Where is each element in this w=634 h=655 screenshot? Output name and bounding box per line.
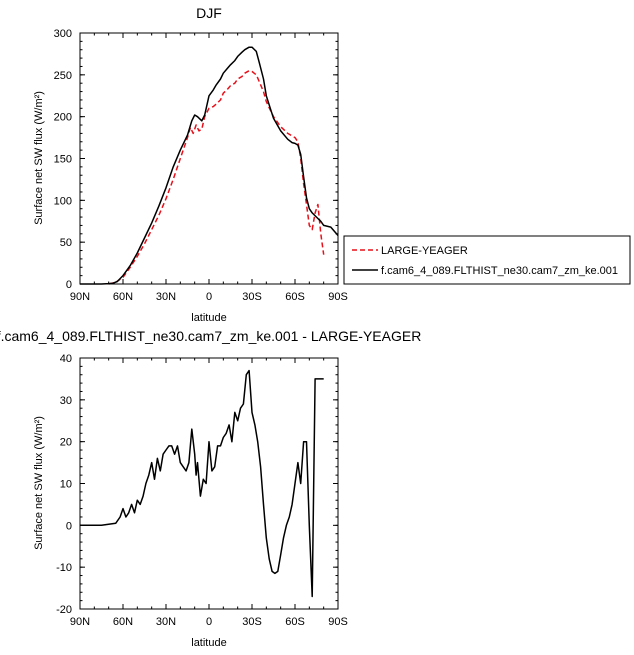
top-chart-plot-frame: [79, 32, 339, 285]
x-tick-label: 0: [206, 616, 212, 628]
series-line-large-yeager: [108, 69, 325, 285]
bottom-chart-plot-frame: [79, 357, 339, 610]
top-chart-y-axis-label: Surface net SW flux (W/m²): [33, 91, 45, 225]
x-tick-label: 30S: [242, 616, 262, 628]
x-tick-label: 30N: [156, 616, 176, 628]
x-tick-label: 60N: [113, 616, 133, 628]
series-line-series-0: [80, 369, 324, 598]
y-tick-label: 0: [66, 279, 72, 291]
x-tick-label: 90N: [70, 291, 90, 303]
legend: LARGE-YEAGER f.cam6_4_089.FLTHIST_ne30.c…: [343, 235, 631, 285]
legend-box: [343, 235, 631, 285]
bottom-chart: f.cam6_4_089.FLTHIST_ne30.cam7_zm_ke.001…: [0, 328, 421, 649]
bottom-chart-title: f.cam6_4_089.FLTHIST_ne30.cam7_zm_ke.001…: [0, 328, 421, 344]
x-tick-label: 60N: [113, 291, 133, 303]
y-tick-label: 10: [60, 479, 72, 491]
y-tick-label: -10: [56, 562, 72, 574]
bottom-chart-x-axis-label: latitude: [191, 637, 226, 649]
y-tick-label: 0: [66, 520, 72, 532]
y-tick-label: 20: [60, 437, 72, 449]
y-tick-label: 300: [54, 28, 72, 40]
y-tick-label: 250: [54, 70, 72, 82]
y-tick-label: 30: [60, 395, 72, 407]
y-tick-label: -20: [56, 604, 72, 616]
bottom-chart-y-axis-label: Surface net SW flux (W/m²): [33, 416, 45, 550]
series-line-f-cam6-4-089-flthist-ne30-cam7-zm-ke-001: [80, 46, 339, 285]
y-tick-label: 50: [60, 237, 72, 249]
legend-label-cam6: f.cam6_4_089.FLTHIST_ne30.cam7_zm_ke.001: [381, 265, 618, 277]
x-tick-label: 30N: [156, 291, 176, 303]
legend-label-large-yeager: LARGE-YEAGER: [381, 245, 468, 257]
top-chart: DJF 90N 60N 30N 0 30S 60S 90S 0 50 100 150 200 250 3…: [33, 5, 348, 324]
x-tick-label: 90S: [328, 291, 348, 303]
y-tick-label: 40: [60, 353, 72, 365]
x-tick-label: 90N: [70, 616, 90, 628]
y-tick-label: 150: [54, 154, 72, 166]
y-tick-label: 200: [54, 112, 72, 124]
x-tick-label: 90S: [328, 616, 348, 628]
y-tick-label: 100: [54, 195, 72, 207]
x-tick-label: 30S: [242, 291, 262, 303]
x-tick-label: 60S: [285, 291, 305, 303]
top-chart-x-axis-label: latitude: [191, 312, 226, 324]
x-tick-label: 0: [206, 291, 212, 303]
x-tick-label: 60S: [285, 616, 305, 628]
top-chart-title: DJF: [196, 5, 222, 21]
